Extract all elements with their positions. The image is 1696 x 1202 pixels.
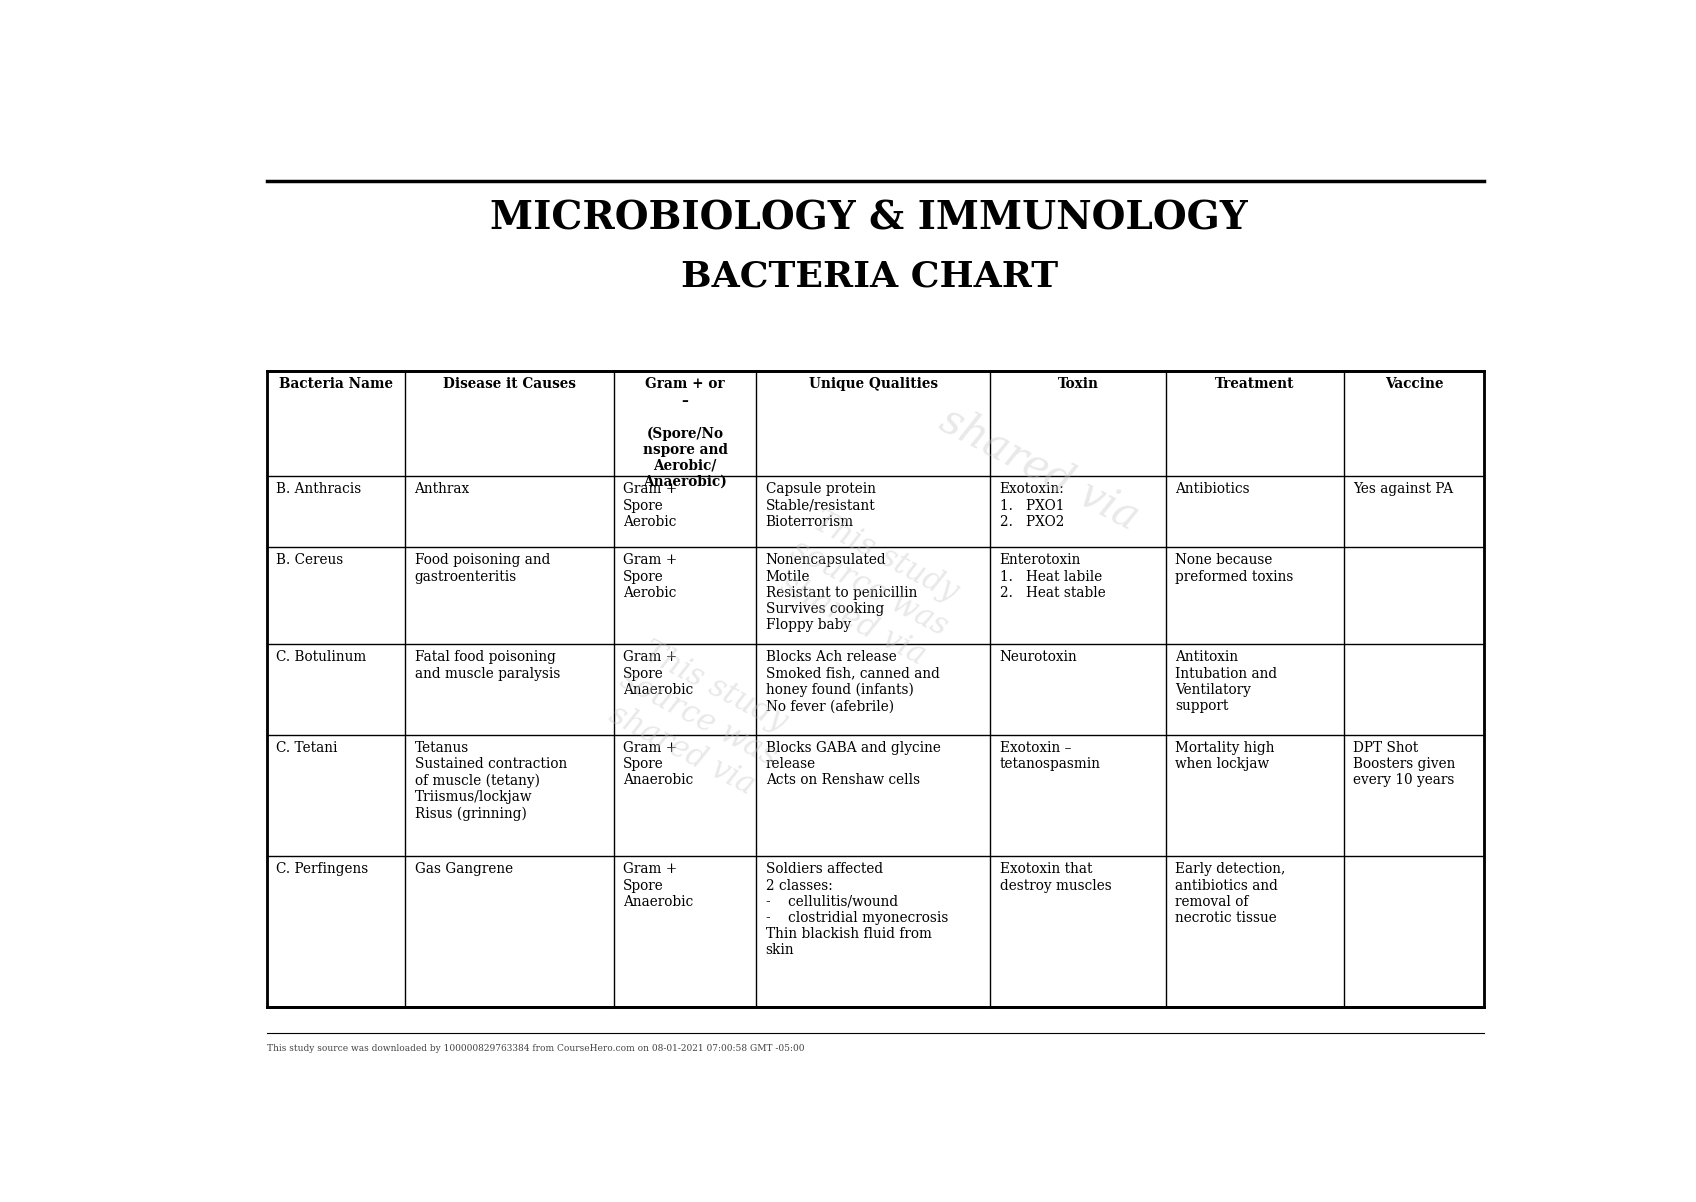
Text: Antibiotics: Antibiotics [1175,482,1250,496]
Text: This study source was downloaded by 100000829763384 from CourseHero.com on 08-01: This study source was downloaded by 1000… [268,1045,804,1053]
Text: Gram +
Spore
Aerobic: Gram + Spore Aerobic [622,482,677,529]
Text: Gram + or
–

(Spore/No
nspore and
Aerobic/
Anaerobic): Gram + or – (Spore/No nspore and Aerobic… [643,377,728,489]
Text: This study
source was
shared via: This study source was shared via [599,632,799,804]
Text: Vaccine: Vaccine [1386,377,1443,392]
Text: Yes against PA: Yes against PA [1353,482,1453,496]
Text: Gram +
Spore
Anaerobic: Gram + Spore Anaerobic [622,650,694,697]
Text: C. Perfingens: C. Perfingens [276,862,368,876]
Text: Exotoxin that
destroy muscles: Exotoxin that destroy muscles [999,862,1111,893]
Text: Bacteria Name: Bacteria Name [280,377,393,392]
Text: Gram +
Spore
Aerobic: Gram + Spore Aerobic [622,553,677,600]
Text: Enterotoxin
1.   Heat labile
2.   Heat stable: Enterotoxin 1. Heat labile 2. Heat stabl… [999,553,1106,600]
Text: Gas Gangrene: Gas Gangrene [414,862,512,876]
Text: B. Anthracis: B. Anthracis [276,482,361,496]
Text: C. Botulinum: C. Botulinum [276,650,366,665]
Text: shared via: shared via [933,398,1146,538]
Text: Exotoxin –
tetanospasmin: Exotoxin – tetanospasmin [999,740,1101,772]
Text: None because
preformed toxins: None because preformed toxins [1175,553,1294,583]
Text: Antitoxin
Intubation and
Ventilatory
support: Antitoxin Intubation and Ventilatory sup… [1175,650,1277,713]
Text: This study
source was
shared via: This study source was shared via [768,502,970,674]
Text: Early detection,
antibiotics and
removal of
necrotic tissue: Early detection, antibiotics and removal… [1175,862,1286,926]
Text: Anthrax: Anthrax [414,482,470,496]
Text: Nonencapsulated
Motile
Resistant to penicillin
Survives cooking
Floppy baby: Nonencapsulated Motile Resistant to peni… [765,553,918,632]
Text: Soldiers affected
2 classes:
-    cellulitis/wound
-    clostridial myonecrosis
: Soldiers affected 2 classes: - celluliti… [765,862,948,958]
Text: MICROBIOLOGY & IMMUNOLOGY: MICROBIOLOGY & IMMUNOLOGY [490,200,1248,238]
Text: Gram +
Spore
Anaerobic: Gram + Spore Anaerobic [622,862,694,909]
Text: Blocks Ach release
Smoked fish, canned and
honey found (infants)
No fever (afebr: Blocks Ach release Smoked fish, canned a… [765,650,940,714]
Text: Unique Qualities: Unique Qualities [809,377,938,392]
Text: Disease it Causes: Disease it Causes [443,377,577,392]
Text: Tetanus
Sustained contraction
of muscle (tetany)
Triismus/lockjaw
Risus (grinnin: Tetanus Sustained contraction of muscle … [414,740,566,821]
Text: Mortality high
when lockjaw: Mortality high when lockjaw [1175,740,1275,772]
Text: DPT Shot
Boosters given
every 10 years: DPT Shot Boosters given every 10 years [1353,740,1455,787]
Bar [268,371,1484,1007]
Text: BACTERIA CHART: BACTERIA CHART [680,260,1058,294]
Text: Capsule protein
Stable/resistant
Bioterrorism: Capsule protein Stable/resistant Bioterr… [765,482,875,529]
Text: B. Cereus: B. Cereus [276,553,344,567]
Text: Food poisoning and
gastroenteritis: Food poisoning and gastroenteritis [414,553,550,583]
Text: Neurotoxin: Neurotoxin [999,650,1077,665]
Text: C. Tetani: C. Tetani [276,740,338,755]
Text: Fatal food poisoning
and muscle paralysis: Fatal food poisoning and muscle paralysi… [414,650,560,680]
Text: Toxin: Toxin [1058,377,1099,392]
Text: Blocks GABA and glycine
release
Acts on Renshaw cells: Blocks GABA and glycine release Acts on … [765,740,941,787]
Text: Treatment: Treatment [1216,377,1294,392]
Text: Gram +
Spore
Anaerobic: Gram + Spore Anaerobic [622,740,694,787]
Text: Exotoxin:
1.   PXO1
2.   PXO2: Exotoxin: 1. PXO1 2. PXO2 [999,482,1065,529]
